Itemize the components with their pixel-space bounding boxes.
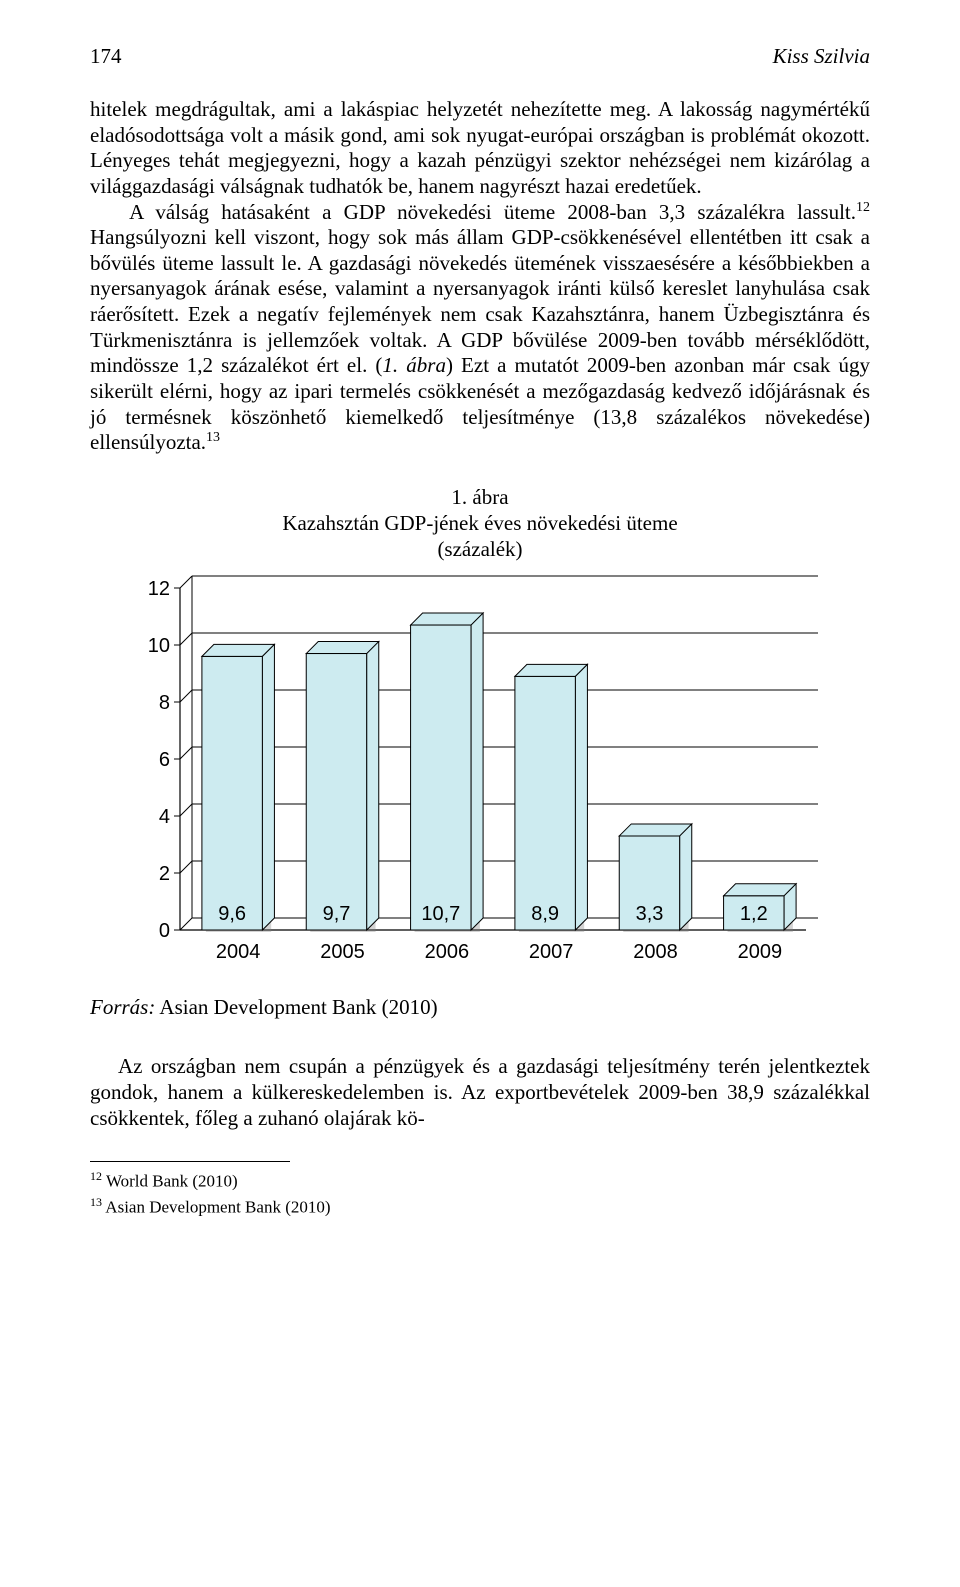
svg-text:0: 0 — [159, 920, 170, 942]
svg-text:8,9: 8,9 — [531, 903, 559, 925]
svg-text:2007: 2007 — [529, 941, 574, 963]
author-name: Kiss Szilvia — [773, 44, 870, 69]
svg-text:2006: 2006 — [425, 941, 470, 963]
figure-caption-line3: (százalék) — [90, 536, 870, 562]
svg-text:2: 2 — [159, 863, 170, 885]
figure-reference: 1. ábra — [382, 353, 446, 377]
footnote-13-number: 13 — [90, 1195, 102, 1209]
svg-text:10: 10 — [148, 635, 170, 657]
footnote-ref-13: 13 — [206, 430, 220, 445]
footnote-12-number: 12 — [90, 1169, 102, 1183]
para3-text: Az országban nem csupán a pénzügyek és a… — [90, 1054, 870, 1129]
figure-caption: 1. ábra Kazahsztán GDP-jének éves növeke… — [90, 484, 870, 563]
para1-text: hitelek megdrágultak, ami a lakáspiac he… — [90, 97, 870, 198]
svg-text:2004: 2004 — [216, 941, 261, 963]
figure-caption-line1: 1. ábra — [90, 484, 870, 510]
chart-source: Forrás: Asian Development Bank (2010) — [90, 995, 870, 1020]
page-header: 174 Kiss Szilvia — [90, 44, 870, 69]
svg-text:6: 6 — [159, 749, 170, 771]
svg-text:10,7: 10,7 — [421, 903, 460, 925]
page-number: 174 — [90, 44, 122, 69]
chart-source-label: Forrás: — [90, 995, 155, 1019]
svg-text:2009: 2009 — [738, 941, 783, 963]
footnote-ref-12: 12 — [856, 200, 870, 215]
svg-text:9,6: 9,6 — [218, 903, 246, 925]
svg-text:2008: 2008 — [633, 941, 678, 963]
svg-text:2005: 2005 — [320, 941, 365, 963]
body-paragraph-1: hitelek megdrágultak, ami a lakáspiac he… — [90, 97, 870, 456]
svg-text:12: 12 — [148, 578, 170, 600]
footnote-13-text: Asian Development Bank (2010) — [102, 1198, 331, 1217]
gdp-chart: 0 2 4 6 8 10 12 9,6 2004 9,7 2005 10,7 2006 8,9 2007 3,… — [130, 570, 830, 975]
footnote-rule — [90, 1161, 290, 1162]
svg-text:8: 8 — [159, 692, 170, 714]
figure-caption-line2: Kazahsztán GDP-jének éves növekedési üte… — [90, 510, 870, 536]
svg-text:9,7: 9,7 — [323, 903, 351, 925]
svg-text:3,3: 3,3 — [636, 903, 664, 925]
svg-text:1,2: 1,2 — [740, 903, 768, 925]
gdp-chart-svg: 0 2 4 6 8 10 12 9,6 2004 9,7 2005 10,7 2006 8,9 2007 3,… — [130, 570, 830, 970]
svg-text:4: 4 — [159, 806, 170, 828]
footnote-13: 13 Asian Development Bank (2010) — [90, 1194, 870, 1220]
body-paragraph-2: Az országban nem csupán a pénzügyek és a… — [90, 1054, 870, 1131]
chart-source-text: Asian Development Bank (2010) — [155, 995, 437, 1019]
para2-text-a: A válság hatásaként a GDP növekedési üte… — [129, 200, 856, 224]
footnote-12: 12 World Bank (2010) — [90, 1168, 870, 1194]
footnote-12-text: World Bank (2010) — [102, 1172, 238, 1191]
